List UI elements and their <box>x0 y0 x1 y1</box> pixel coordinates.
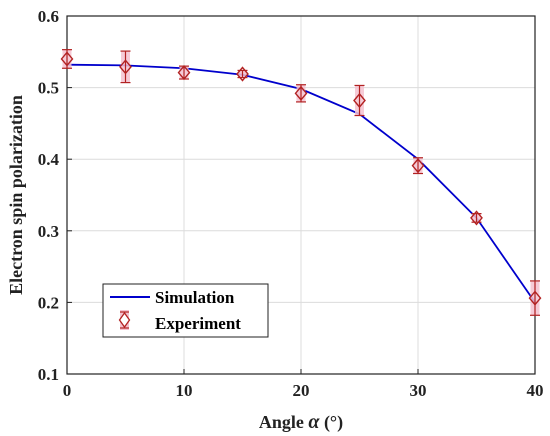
legend-box <box>102 283 269 338</box>
experiment-point <box>294 84 308 103</box>
experiment-marker <box>294 85 308 101</box>
experiment-point <box>119 50 132 84</box>
experiment-point <box>528 280 542 316</box>
y-tick-label: 0.2 <box>38 293 59 312</box>
experiment-marker <box>60 51 74 67</box>
x-axis-label-symbol: α <box>308 411 320 433</box>
x-axis-label-unit: (°) <box>324 412 343 433</box>
experiment-marker <box>119 59 132 75</box>
legend-experiment-swatch <box>118 310 131 330</box>
experiment-point <box>60 49 74 69</box>
experiment-marker <box>177 64 191 81</box>
experiment-marker <box>411 158 425 174</box>
experiment-point <box>353 84 366 117</box>
x-tick-label: 40 <box>527 381 544 400</box>
experiment-point <box>177 64 191 81</box>
experiment-point <box>411 157 425 175</box>
legend-simulation-label: Simulation <box>155 288 235 307</box>
y-tick-label: 0.5 <box>38 79 59 98</box>
ticks: 0 10 20 30 40 0.1 0.2 0.3 0.4 0.5 0.6 <box>38 7 544 400</box>
series-experiment <box>60 49 542 316</box>
x-tick-label: 20 <box>293 381 310 400</box>
x-axis-label: Angle α (°) <box>259 411 343 433</box>
experiment-marker <box>528 290 542 306</box>
x-tick-label: 30 <box>410 381 427 400</box>
legend-experiment-marker <box>118 311 131 329</box>
experiment-point <box>236 66 249 82</box>
y-tick-label: 0.3 <box>38 222 59 241</box>
y-tick-label: 0.4 <box>38 150 60 169</box>
x-axis-label-prefix: Angle <box>259 412 304 432</box>
y-axis-label: Electron spin polarization <box>6 95 26 295</box>
x-tick-label: 10 <box>176 381 193 400</box>
experiment-point <box>470 210 483 226</box>
legend-experiment-label: Experiment <box>155 314 241 333</box>
experiment-marker <box>470 210 483 226</box>
experiment-marker <box>353 92 366 109</box>
x-tick-label: 0 <box>63 381 72 400</box>
y-tick-label: 0.1 <box>38 365 59 384</box>
experiment-marker <box>236 66 249 82</box>
legend: Simulation Experiment <box>102 283 269 338</box>
y-tick-label: 0.6 <box>38 7 59 26</box>
